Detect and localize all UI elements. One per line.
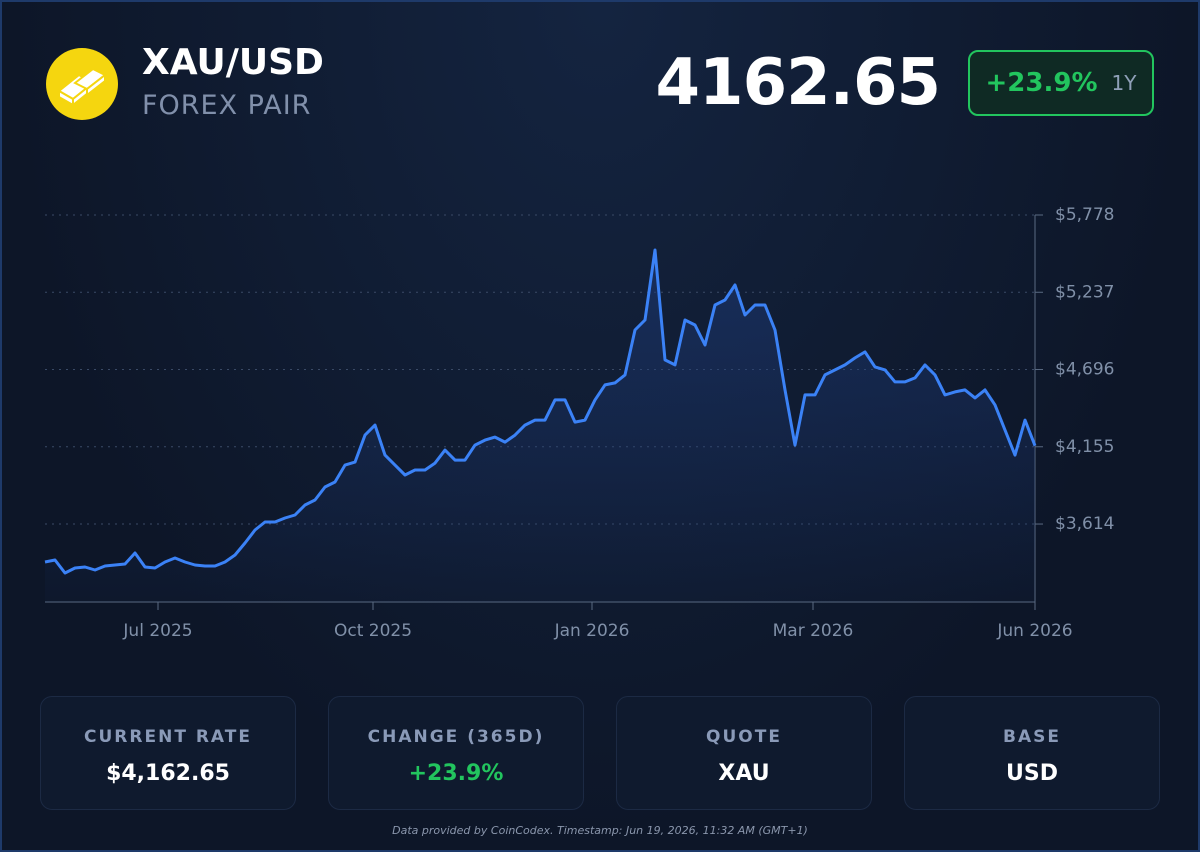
- stat-value: +23.9%: [408, 761, 504, 786]
- stat-value: XAU: [718, 761, 770, 786]
- stat-label: BASE: [1003, 727, 1061, 747]
- period: 1Y: [1111, 71, 1137, 95]
- subtitle: FOREX PAIR: [142, 90, 312, 121]
- stat-value: USD: [1006, 761, 1058, 786]
- y-tick-label: $4,155: [1055, 437, 1114, 457]
- stat-label: CHANGE (365D): [367, 727, 545, 747]
- x-tick-label: Jan 2026: [554, 621, 630, 641]
- x-tick-label: Jul 2025: [122, 621, 192, 641]
- chart: $3,614 $4,155 $4,696 $5,237 $5,778 Jul 2025 Oc…: [44, 205, 1114, 641]
- stat-label: QUOTE: [706, 727, 782, 747]
- change: +23.9%: [985, 68, 1098, 98]
- gold-icon: [46, 48, 118, 120]
- stat-value: $4,162.65: [106, 761, 230, 786]
- symbol: XAU/USD: [142, 42, 324, 83]
- change-badge: +23.9% 1Y: [968, 50, 1154, 116]
- stat-card: BASE USD: [904, 696, 1160, 810]
- price-line: [44, 248, 1037, 575]
- price: 4162.65: [655, 46, 941, 120]
- stat-card: QUOTE XAU: [616, 696, 872, 810]
- stat-card: CHANGE (365D) +23.9%: [328, 696, 584, 810]
- y-tick-label: $3,614: [1055, 514, 1114, 534]
- area: [45, 250, 1035, 602]
- x-tick-label: Oct 2025: [334, 621, 412, 641]
- x-tick-label: Mar 2026: [773, 621, 854, 641]
- footer: Data provided by CoinCodex. Timestamp: J…: [392, 824, 808, 837]
- x-tick-label: Jun 2026: [996, 621, 1072, 641]
- y-tick-label: $5,237: [1055, 282, 1114, 302]
- y-tick-label: $4,696: [1055, 360, 1114, 380]
- y-tick-label: $5,778: [1055, 205, 1114, 225]
- stat-card: CURRENT RATE $4,162.65: [40, 696, 296, 810]
- stat-label: CURRENT RATE: [84, 727, 252, 747]
